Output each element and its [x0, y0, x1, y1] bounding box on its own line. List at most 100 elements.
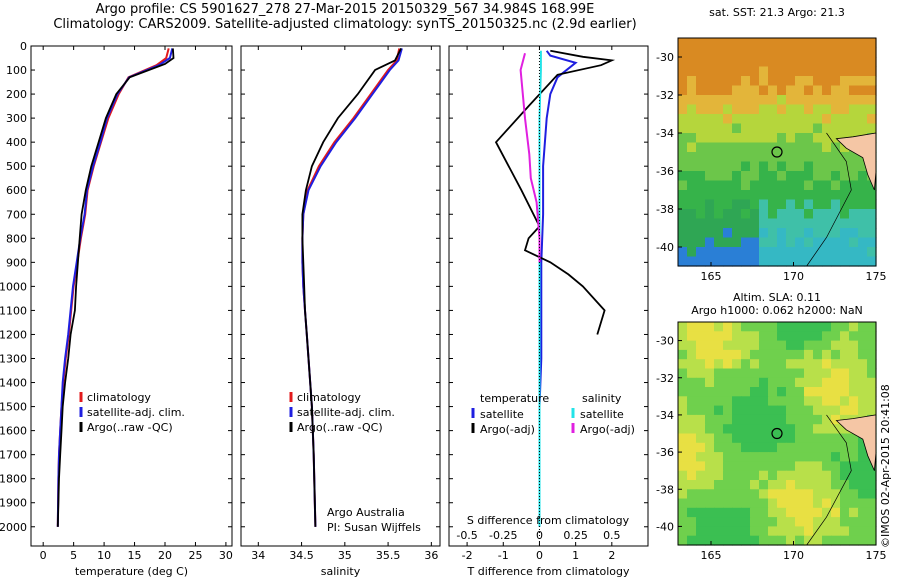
map-cell — [696, 377, 706, 388]
map-cell — [759, 387, 769, 397]
sst-map-panel: -30 -32 -34 -36 -38 -40 165 170 175 — [656, 37, 887, 283]
map-cell — [822, 199, 832, 210]
map-cell — [714, 142, 724, 153]
map-cell — [840, 433, 850, 444]
map-cell — [804, 340, 814, 351]
map-cell — [768, 331, 778, 342]
map-cell — [804, 377, 814, 388]
map-cell — [768, 526, 778, 537]
map-cell — [849, 322, 859, 332]
map-cell — [705, 461, 715, 472]
map-cell — [849, 340, 859, 351]
map-cell — [849, 209, 859, 220]
map-cell — [813, 489, 823, 500]
map-cell — [768, 452, 778, 462]
map-cell — [732, 57, 742, 68]
map-cell — [822, 237, 832, 248]
map-cell — [723, 498, 733, 509]
map-cell — [750, 387, 760, 397]
map-cell — [786, 123, 796, 134]
map-cell — [867, 76, 877, 87]
map-cell — [804, 104, 814, 115]
coastline — [835, 132, 877, 191]
map-cell — [759, 535, 769, 546]
depth-tick-label: 300 — [6, 112, 27, 125]
map-cell — [696, 104, 706, 115]
depth-tick-label: 1000 — [0, 280, 27, 293]
map-cell — [741, 387, 751, 397]
series-line — [56, 48, 175, 527]
map-cell — [840, 340, 850, 351]
map-cell — [795, 76, 805, 87]
map-cell — [741, 57, 751, 68]
map-cell — [768, 38, 778, 49]
map-cell — [741, 180, 751, 191]
map-cell — [858, 161, 868, 172]
map-cell — [804, 368, 814, 379]
map-cell — [858, 171, 868, 182]
map-cell — [759, 114, 769, 125]
map-cell — [705, 396, 715, 407]
map-cell — [759, 199, 769, 210]
map-cell — [858, 368, 868, 379]
map-cell — [732, 535, 742, 546]
map-cell — [705, 95, 715, 106]
map-cell — [813, 47, 823, 58]
map-cell — [768, 209, 778, 220]
map-cell — [822, 38, 832, 49]
map-cell — [813, 331, 823, 342]
map-cell — [705, 256, 715, 267]
map-cell — [768, 387, 778, 397]
map-cell — [768, 507, 778, 518]
map-cell — [831, 396, 841, 407]
map-cell — [687, 359, 697, 370]
map-cell — [786, 498, 796, 509]
map-cell — [804, 114, 814, 125]
map-cell — [822, 171, 832, 182]
map-cell — [822, 507, 832, 518]
map-cell — [705, 414, 715, 425]
map-cell — [714, 507, 724, 518]
map-cell — [768, 237, 778, 248]
map-cell — [777, 489, 787, 500]
map-cell — [867, 256, 877, 267]
map-cell — [714, 76, 724, 87]
map-cell — [759, 396, 769, 407]
map-cell — [768, 349, 778, 360]
map-cell — [804, 190, 814, 201]
map-cell — [822, 142, 832, 153]
map-cell — [804, 517, 814, 527]
map-cell — [750, 152, 760, 163]
map-cell — [750, 142, 760, 153]
map-cell — [678, 171, 688, 182]
map-cell — [813, 57, 823, 68]
map-cell — [687, 349, 697, 360]
map-cell — [714, 359, 724, 370]
map-cell — [723, 424, 733, 435]
series-line — [301, 47, 402, 527]
map-cell — [741, 199, 751, 210]
map-cell — [723, 47, 733, 58]
map-cell — [741, 85, 751, 96]
lat-tick-label: -38 — [656, 203, 674, 216]
map-cell — [750, 190, 760, 201]
map-cell — [741, 256, 751, 267]
map-cell — [777, 123, 787, 134]
map-cell — [705, 85, 715, 96]
map-cell — [723, 414, 733, 425]
map-cell — [732, 171, 742, 182]
map-cell — [840, 114, 850, 125]
map-cell — [705, 442, 715, 453]
map-cell — [741, 237, 751, 248]
map-cell — [840, 507, 850, 518]
map-cell — [750, 256, 760, 267]
map-cell — [696, 237, 706, 248]
map-cell — [687, 535, 697, 546]
map-cell — [687, 142, 697, 153]
map-cell — [705, 199, 715, 210]
x-tick-label: 0 — [40, 549, 47, 562]
lat-tick-label: -40 — [656, 241, 674, 254]
map-cell — [687, 199, 697, 210]
map-cell — [678, 489, 688, 500]
